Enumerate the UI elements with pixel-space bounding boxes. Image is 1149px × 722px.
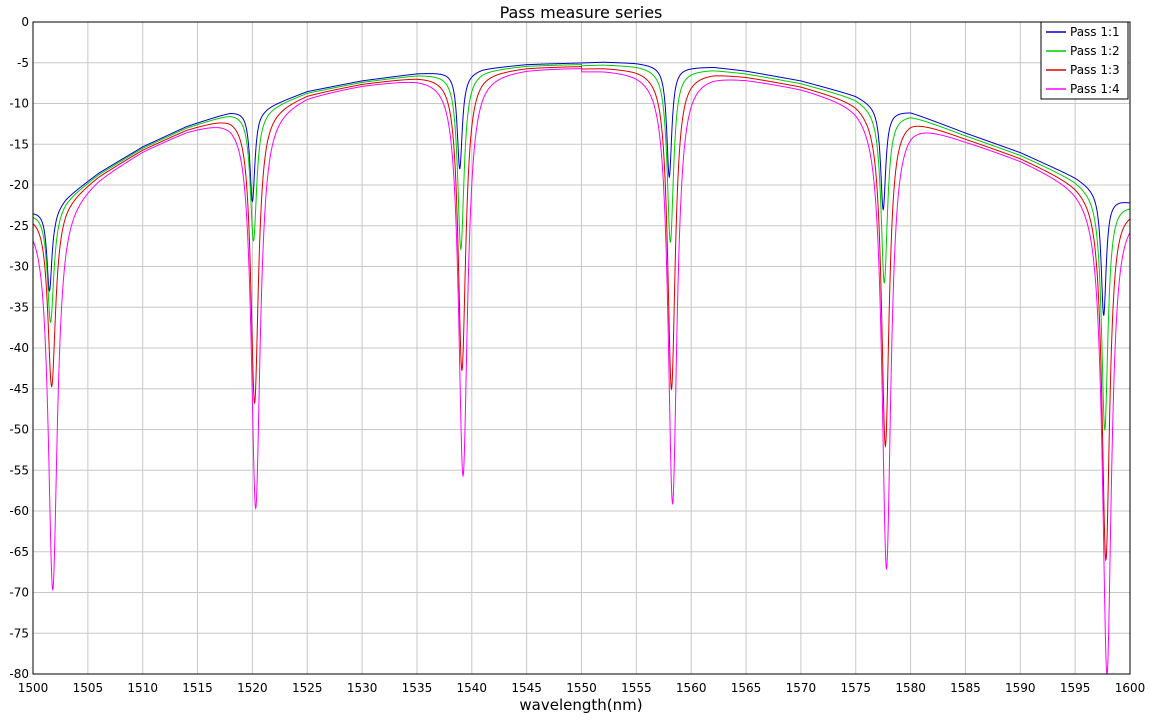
- x-tick-label: 1510: [127, 681, 158, 695]
- x-tick-label: 1565: [731, 681, 762, 695]
- y-tick-label: -65: [9, 545, 29, 559]
- x-tick-label: 1555: [621, 681, 652, 695]
- y-tick-label: -70: [9, 586, 29, 600]
- x-tick-label: 1560: [676, 681, 707, 695]
- x-tick-label: 1580: [895, 681, 926, 695]
- y-tick-label: -80: [9, 667, 29, 681]
- x-tick-label: 1550: [566, 681, 597, 695]
- y-tick-label: -20: [9, 178, 29, 192]
- x-tick-label: 1515: [182, 681, 213, 695]
- x-tick-label: 1520: [237, 681, 268, 695]
- x-tick-label: 1535: [402, 681, 433, 695]
- y-tick-label: -5: [17, 56, 29, 70]
- legend: Pass 1:1 Pass 1:2 Pass 1:3 Pass 1:4: [1040, 21, 1129, 100]
- x-tick-label: 1570: [786, 681, 817, 695]
- series-line-pass-1-1: [32, 61, 1131, 316]
- y-tick-label: -45: [9, 382, 29, 396]
- x-axis-label: wavelength(nm): [519, 696, 642, 714]
- series-line-pass-1-2: [32, 64, 1131, 432]
- legend-label: Pass 1:3: [1070, 63, 1120, 77]
- y-tick-label: -60: [9, 504, 29, 518]
- x-tick-label: 1575: [840, 681, 871, 695]
- x-tick-label: 1545: [511, 681, 542, 695]
- y-tick-label: -75: [9, 626, 29, 640]
- x-tick-label: 1530: [347, 681, 378, 695]
- x-tick-label: 1585: [950, 681, 981, 695]
- x-tick-labels: 1500 1505 1510 1515 1520 1525 1530 1535 1540 1545…: [18, 681, 1146, 695]
- x-tick-label: 1595: [1060, 681, 1091, 695]
- y-tick-label: -35: [9, 300, 29, 314]
- y-tick-label: -55: [9, 463, 29, 477]
- y-tick-labels: 0 -5 -10 -15 -20 -25 -30 -35 -40 -45 -50 -55 -60 -65 -…: [9, 15, 29, 681]
- y-tick-label: -15: [9, 137, 29, 151]
- legend-box: [1040, 21, 1129, 100]
- chart-title: Pass measure series: [500, 3, 663, 22]
- y-tick-label: -50: [9, 423, 29, 437]
- x-tick-label: 1540: [457, 681, 488, 695]
- x-tick-label: 1525: [292, 681, 323, 695]
- plot-frame: [32, 21, 1131, 675]
- legend-label: Pass 1:2: [1070, 44, 1120, 58]
- y-tick-label: -10: [9, 97, 29, 111]
- y-tick-label: -30: [9, 260, 29, 274]
- y-tick-label: 0: [21, 15, 29, 29]
- series-line-pass-1-4: [32, 68, 1131, 675]
- y-tick-label: -40: [9, 341, 29, 355]
- legend-label: Pass 1:4: [1070, 82, 1120, 96]
- x-tick-label: 1500: [18, 681, 49, 695]
- x-tick-label: 1505: [73, 681, 104, 695]
- x-tick-label: 1600: [1115, 681, 1146, 695]
- grid: [32, 21, 1131, 675]
- x-tick-label: 1590: [1005, 681, 1036, 695]
- y-tick-label: -25: [9, 219, 29, 233]
- legend-label: Pass 1:1: [1070, 25, 1120, 39]
- series-layer: [32, 61, 1131, 675]
- series-line-pass-1-3: [32, 66, 1131, 562]
